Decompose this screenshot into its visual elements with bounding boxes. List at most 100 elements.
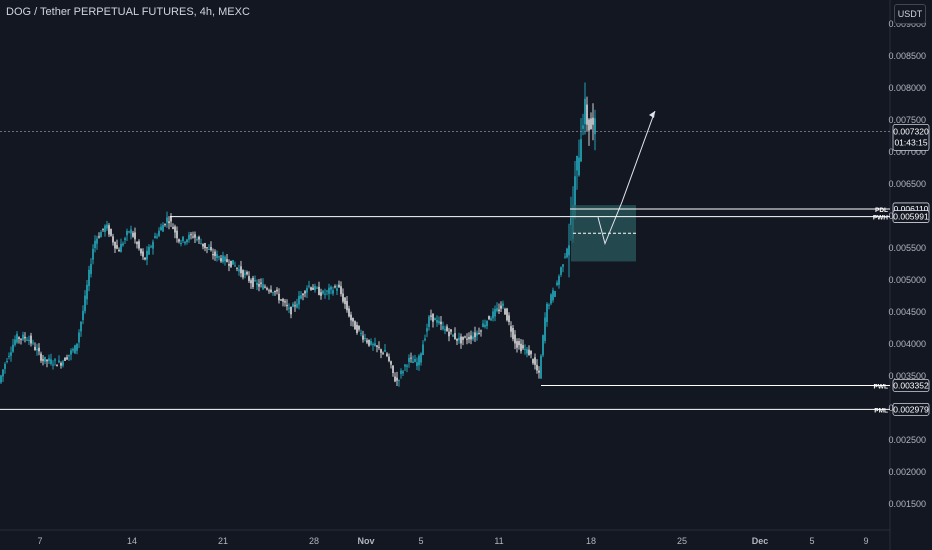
candle-body — [522, 345, 524, 349]
candle-body — [12, 344, 14, 352]
candle-body — [64, 357, 66, 361]
candle-body — [356, 324, 358, 333]
candle-body — [68, 354, 70, 357]
candle-body — [282, 299, 284, 302]
candle-body — [240, 266, 242, 274]
candle-body — [24, 336, 26, 339]
candle-body — [70, 350, 72, 355]
candle-body — [160, 226, 162, 231]
candle-body — [60, 363, 62, 366]
candle-body — [46, 359, 48, 362]
x-tick-label: 18 — [586, 536, 596, 546]
candle-body — [72, 349, 74, 351]
candle-body — [302, 293, 304, 296]
candle-body — [524, 349, 526, 351]
y-tick-label: 0.001500 — [888, 499, 926, 509]
candle-body — [374, 343, 376, 346]
candle-body — [450, 329, 452, 332]
candle-body — [4, 363, 6, 369]
candle-body — [438, 321, 440, 324]
y-tick-label: 0.007000 — [888, 147, 926, 157]
candle-body — [250, 280, 252, 284]
current-price-label: 0.007320 — [893, 127, 929, 137]
y-tick-label: 0.002000 — [888, 467, 926, 477]
candle-body — [52, 364, 54, 366]
candle-body — [416, 362, 418, 367]
candle-body — [388, 356, 390, 362]
candle-body — [92, 248, 94, 260]
y-tick-label: 0.006500 — [888, 179, 926, 189]
candle-body — [404, 364, 406, 367]
candle-body — [100, 232, 102, 238]
candle-body — [144, 257, 146, 260]
candle-body — [242, 270, 244, 278]
candle-body — [194, 234, 196, 238]
candle-body — [14, 339, 16, 345]
candle-body — [328, 287, 330, 294]
candle-body — [592, 117, 594, 125]
candle-countdown-label: 01:43:15 — [894, 138, 927, 148]
candle-body — [146, 250, 148, 260]
candle-body — [264, 286, 266, 288]
candle-body — [444, 328, 446, 331]
candle-body — [406, 365, 408, 367]
current-price-box — [892, 124, 930, 151]
candle-body — [260, 282, 262, 284]
candle-body — [276, 289, 278, 292]
candle-body — [316, 287, 318, 289]
candle-body — [142, 251, 144, 257]
candle-body — [176, 230, 178, 239]
candle-body — [278, 293, 280, 301]
x-tick-label: 21 — [218, 536, 228, 546]
y-tick-label: 0.008500 — [888, 51, 926, 61]
candle-body — [382, 352, 384, 354]
candle-body — [350, 314, 352, 321]
candle-body — [330, 286, 332, 290]
candle-body — [380, 349, 382, 353]
y-tick-label: 0.007500 — [888, 115, 926, 125]
candle-body — [418, 355, 420, 366]
candle-body — [452, 334, 454, 337]
candle-body — [332, 290, 334, 294]
candle-body — [434, 318, 436, 321]
candle-body — [312, 287, 314, 290]
level-price-box — [892, 210, 930, 223]
candle-body — [220, 258, 222, 262]
candle-body — [534, 357, 536, 365]
candle-body — [164, 223, 166, 225]
candle-body — [290, 307, 292, 315]
candle-body — [398, 380, 400, 382]
candle-body — [104, 225, 106, 233]
candle-body — [280, 299, 282, 301]
candle-body — [228, 263, 230, 266]
candle-body — [80, 321, 82, 332]
candle-body — [74, 345, 76, 354]
level-name-pwh: PWH — [873, 215, 888, 222]
candle-body — [66, 357, 68, 360]
candle-body — [110, 228, 112, 236]
level-price-box — [892, 379, 930, 392]
candle-body — [370, 341, 372, 345]
candle-body — [510, 326, 512, 332]
candle-body — [36, 348, 38, 350]
candle-body — [430, 315, 432, 317]
candle-body — [248, 276, 250, 281]
candle-body — [554, 290, 556, 297]
candle-body — [320, 292, 322, 296]
candle-body — [428, 316, 430, 327]
candle-body — [128, 231, 130, 233]
candle-body — [342, 293, 344, 302]
candle-body — [174, 226, 176, 233]
candle-body — [140, 248, 142, 254]
candle-body — [594, 118, 596, 135]
currency-button[interactable]: USDT — [894, 4, 926, 24]
candle-body — [484, 324, 486, 327]
candle-body — [308, 285, 310, 287]
candle-body — [216, 254, 218, 258]
candle-body — [560, 267, 562, 275]
candle-body — [376, 345, 378, 347]
candle-body — [486, 320, 488, 327]
candle-body — [56, 364, 58, 367]
candle-body — [182, 236, 184, 241]
